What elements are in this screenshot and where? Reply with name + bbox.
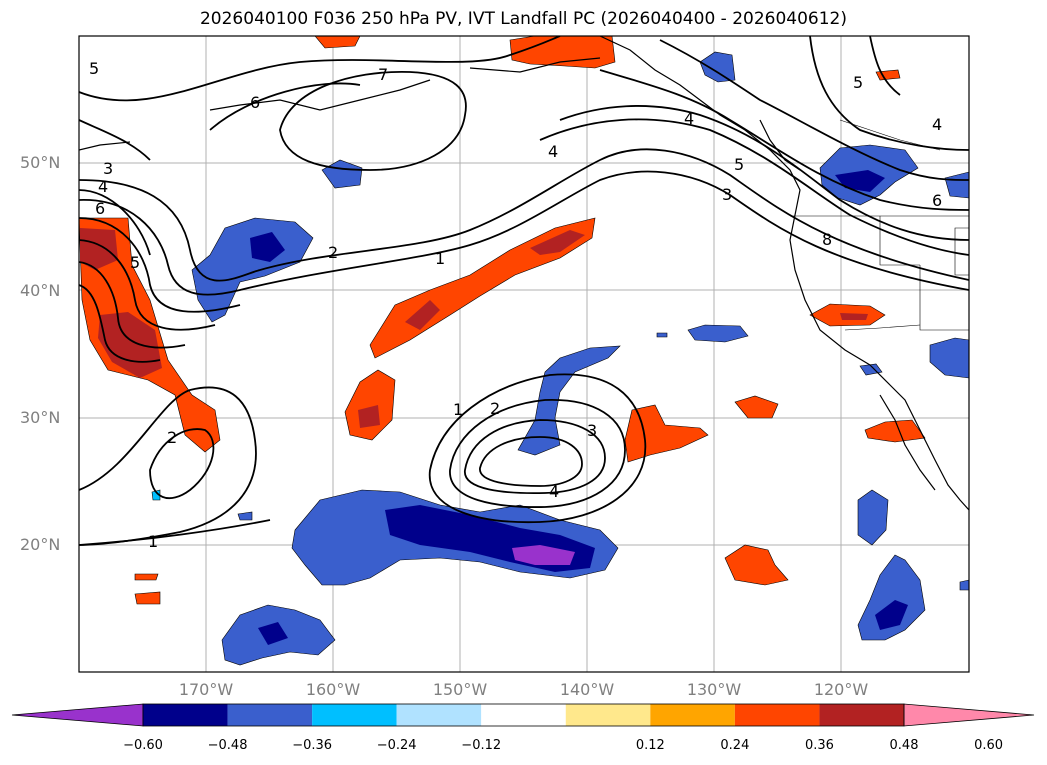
lat-label-20n: 20°N xyxy=(20,535,61,554)
contour-label: 6 xyxy=(932,191,942,210)
colorbar-segment xyxy=(819,704,904,726)
colorbar-tick-label: −0.60 xyxy=(123,738,163,753)
contour-label: 3 xyxy=(587,421,597,440)
colorbar-segment xyxy=(227,704,313,726)
lon-label-170w: 170°W xyxy=(178,680,234,699)
borders xyxy=(790,119,969,331)
colorbar-segment xyxy=(312,704,397,726)
lat-label-30n: 30°N xyxy=(20,408,61,427)
contour-label: 3 xyxy=(103,159,113,178)
lat-label-50n: 50°N xyxy=(20,153,61,172)
shade-red-blob-30n xyxy=(344,369,396,441)
lon-label-150w: 150°W xyxy=(432,680,488,699)
contour-label: 1 xyxy=(453,400,463,419)
contour-label: 4 xyxy=(549,482,559,501)
colorbar-tick-label: −0.12 xyxy=(461,738,502,753)
colorbar-tick-label: −0.48 xyxy=(207,738,248,753)
contour-label: 1 xyxy=(435,249,445,268)
contour-label: 2 xyxy=(167,428,177,447)
colorbar-frame xyxy=(142,703,905,727)
coastlines xyxy=(79,36,969,511)
contour-label: 4 xyxy=(932,115,942,134)
colorbar-segment xyxy=(143,704,228,726)
colorbar-extend-max xyxy=(903,703,1035,727)
contour-label: 2 xyxy=(490,399,500,418)
contour-label: 5 xyxy=(853,73,863,92)
colorbar-tick-label: 0.24 xyxy=(720,738,750,753)
shade-blue-45n xyxy=(191,217,314,323)
contour-label: 4 xyxy=(684,109,694,128)
lat-label-40n: 40°N xyxy=(20,281,61,300)
colorbar-tick-label: −0.24 xyxy=(376,738,417,753)
colorbar-tick-label: 0.36 xyxy=(804,738,834,753)
colorbar-tick-label: 0.60 xyxy=(974,738,1004,753)
map-frame xyxy=(78,35,970,673)
contour-label: 4 xyxy=(98,177,108,196)
lon-label-160w: 160°W xyxy=(305,680,361,699)
contour-labels: 5 6 7 3 4 6 5 2 1 4 4 5 3 8 6 4 5 1 2 3 … xyxy=(89,59,942,551)
lon-label-130w: 130°W xyxy=(686,680,742,699)
contour-label: 6 xyxy=(95,199,105,218)
contour-label: 5 xyxy=(130,253,140,272)
colorbar-extend-min xyxy=(11,703,144,727)
contour-label: 1 xyxy=(148,532,158,551)
lon-label-120w: 120°W xyxy=(813,680,869,699)
contour-label: 4 xyxy=(548,142,558,161)
lon-label-140w: 140°W xyxy=(559,680,615,699)
contour-label: 8 xyxy=(822,230,832,249)
colorbar-segment xyxy=(734,704,820,726)
colorbar-segment xyxy=(396,704,482,726)
contour-label: 5 xyxy=(734,155,744,174)
contour-label: 3 xyxy=(722,185,732,204)
figure-title: 2026040100 F036 250 hPa PV, IVT Landfall… xyxy=(199,9,847,29)
colorbar-segment xyxy=(481,704,566,726)
contour-label: 6 xyxy=(250,93,260,112)
contour-label: 7 xyxy=(378,65,388,84)
contour-label: 2 xyxy=(328,243,338,262)
height-contours xyxy=(79,36,969,546)
colorbar-segment xyxy=(565,704,651,726)
pv-shading xyxy=(79,36,969,666)
colorbar-tick-label: 0.48 xyxy=(889,738,919,753)
colorbar-tick-label: −0.36 xyxy=(292,738,333,753)
colorbar-tick-label: 0.12 xyxy=(635,738,665,753)
contour-label: 5 xyxy=(89,59,99,78)
colorbar-segment xyxy=(650,704,735,726)
